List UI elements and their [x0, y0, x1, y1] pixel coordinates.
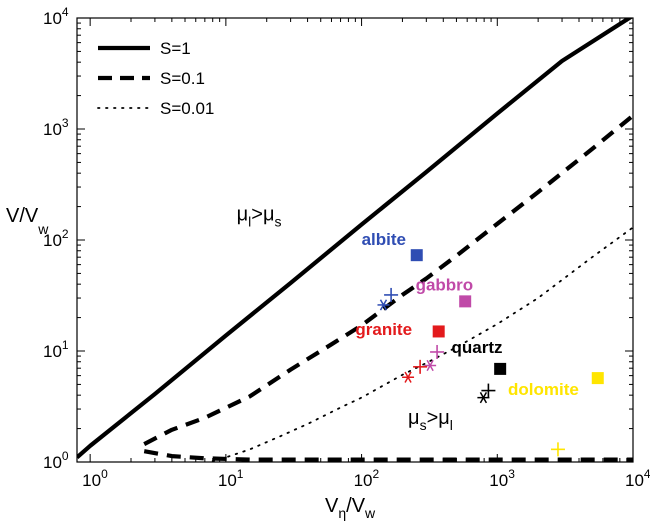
- label-layer: albite gabbro granite quartz dolomite μl>μs μs…: [237, 203, 579, 433]
- legend: S=1 S=0.1 S=0.01: [97, 39, 214, 118]
- x-axis-title-sub1: η: [338, 505, 346, 521]
- label-granite: granite: [355, 320, 412, 339]
- granite-square-marker: [432, 325, 445, 338]
- y-tick-label: 103: [43, 116, 69, 139]
- series-line-s-0-1-lower-branch: [143, 449, 633, 462]
- y-axis-title: V/Vw: [6, 205, 49, 237]
- quartz-square-marker: [494, 362, 507, 375]
- x-axis-title: Vη/Vw: [325, 495, 376, 521]
- y-tick-label: 101: [43, 338, 69, 361]
- legend-label-s-0-01: S=0.01: [160, 99, 214, 118]
- series-line-s-1: [77, 18, 633, 459]
- label-albite: albite: [362, 230, 406, 249]
- legend-label-s-0-1: S=0.1: [160, 69, 205, 88]
- granite-plus-marker: [413, 359, 428, 374]
- marker-layer: [377, 249, 604, 457]
- label-dolomite: dolomite: [508, 380, 579, 399]
- gabbro-square-marker: [459, 295, 472, 308]
- x-axis-title-sub2: w: [364, 505, 376, 521]
- y-tick-label: 102: [43, 227, 69, 250]
- x-tick-label: 102: [354, 467, 380, 490]
- region-annotation-1: μl>μs: [237, 203, 282, 229]
- series-line-s-0-1: [143, 113, 633, 446]
- gabbro-star-marker: [424, 359, 437, 372]
- dolomite-plus-marker: [550, 442, 565, 457]
- y-axis-title-main: V/V: [6, 205, 39, 227]
- albite-star-marker: [377, 299, 390, 311]
- quartz-plus-marker: [481, 383, 496, 398]
- x-tick-label: 104: [625, 467, 650, 490]
- x-tick-label: 100: [82, 467, 108, 490]
- quartz-star-marker: [477, 392, 490, 404]
- y-tick-label: 104: [43, 5, 69, 28]
- x-axis-title-main: V: [325, 495, 339, 517]
- label-quartz: quartz: [452, 338, 503, 357]
- label-gabbro: gabbro: [416, 276, 474, 295]
- albite-plus-marker: [384, 287, 399, 302]
- albite-square-marker: [410, 249, 423, 262]
- dolomite-square-marker: [591, 372, 604, 385]
- y-tick-label: 100: [43, 449, 69, 472]
- granite-star-marker: [402, 371, 415, 383]
- gabbro-plus-marker: [430, 344, 445, 359]
- region-annotation-2: μs>μl: [408, 407, 453, 433]
- plot-frame: [76, 17, 634, 463]
- legend-label-s-1: S=1: [160, 39, 191, 58]
- series-line-s-0-01: [211, 226, 633, 462]
- x-tick-label: 103: [489, 467, 515, 490]
- tick-layer: 100 101 102 103 104 100 101 102 103 104: [43, 5, 650, 490]
- x-axis-title-mid: /V: [346, 495, 366, 517]
- y-axis-title-sub: w: [37, 221, 49, 237]
- x-tick-label: 101: [218, 467, 244, 490]
